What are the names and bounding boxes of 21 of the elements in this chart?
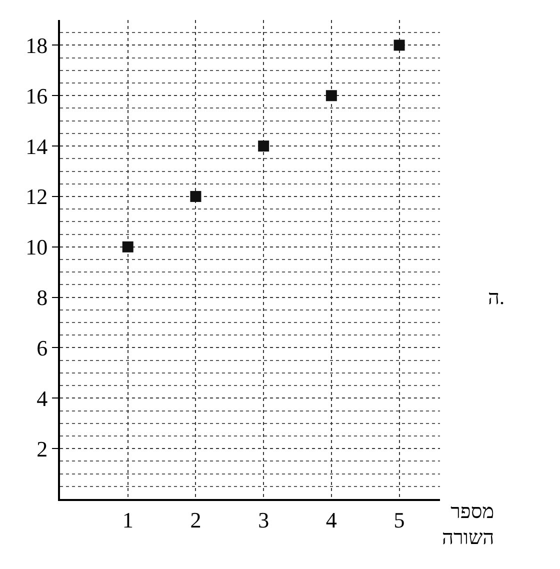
point [122,241,134,252]
point [258,140,270,152]
y-tick-label: 8 [36,285,48,310]
y-tick-label: 10 [26,234,48,260]
point [394,40,405,51]
x-tick-label: 3 [258,507,270,532]
point [190,190,202,202]
x-tick-label: 2 [190,507,202,532]
x-axis-title: מספר השורה [442,501,494,549]
text: ה. [488,287,505,309]
y-tick-label: 4 [36,386,48,411]
y-tick-label: 12 [26,184,48,210]
x-tick-label: 4 [326,507,337,532]
y-tick-label: 6 [36,335,48,360]
y-tick-label: 14 [26,134,48,159]
y-tick-label: 18 [26,32,48,58]
y-tick-label: 16 [26,83,48,108]
x-tick-label: 1 [122,507,134,532]
y-tick-label: 2 [36,436,48,462]
x-tick-label: 5 [394,507,405,532]
point [326,90,337,102]
